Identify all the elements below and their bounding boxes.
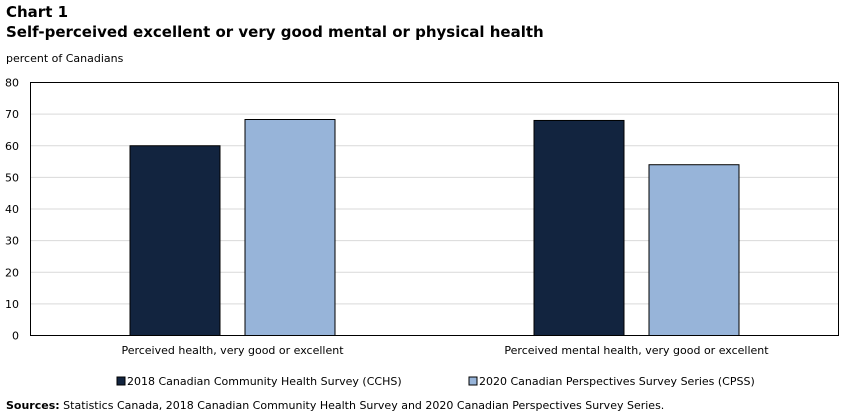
y-tick-label: 0 bbox=[12, 330, 19, 343]
y-tick-label: 40 bbox=[5, 203, 19, 216]
y-tick-label: 70 bbox=[5, 108, 19, 121]
sources-text: Statistics Canada, 2018 Canadian Communi… bbox=[59, 399, 665, 412]
legend-swatch bbox=[116, 376, 126, 386]
bar-cpss-2020-1 bbox=[244, 119, 336, 336]
plot-frame bbox=[30, 82, 839, 336]
y-axis-label: percent of Canadians bbox=[6, 52, 124, 65]
legend-swatch bbox=[468, 376, 478, 386]
category-labels: Perceived health, very good or excellent… bbox=[121, 344, 769, 357]
legend-entry: 2020 Canadian Perspectives Survey Series… bbox=[479, 375, 755, 388]
chart-title: Self-perceived excellent or very good me… bbox=[6, 23, 544, 41]
bars bbox=[129, 119, 740, 336]
y-tick-label: 60 bbox=[5, 140, 19, 153]
bar-cpss-2020-2 bbox=[648, 164, 740, 336]
category-label: Perceived mental health, very good or ex… bbox=[504, 344, 769, 357]
y-tick-label: 50 bbox=[5, 171, 19, 184]
y-tick-label: 20 bbox=[5, 266, 19, 279]
legend: 2018 Canadian Community Health Survey (C… bbox=[116, 375, 755, 388]
legend-entry: 2018 Canadian Community Health Survey (C… bbox=[127, 375, 402, 388]
y-tick-label: 80 bbox=[5, 77, 19, 90]
sources-note: Sources: Statistics Canada, 2018 Canadia… bbox=[6, 399, 664, 413]
bar-cchs-2018-2 bbox=[533, 119, 625, 336]
category-label: Perceived health, very good or excellent bbox=[121, 344, 344, 357]
bar-cchs-2018-1 bbox=[129, 145, 221, 336]
y-axis-ticks: 0 10 20 30 40 50 60 70 80 bbox=[5, 77, 19, 343]
y-tick-label: 30 bbox=[5, 235, 19, 248]
sources-label: Sources: bbox=[6, 399, 60, 412]
y-tick-label: 10 bbox=[5, 298, 19, 311]
chart-number: Chart 1 bbox=[6, 3, 69, 21]
